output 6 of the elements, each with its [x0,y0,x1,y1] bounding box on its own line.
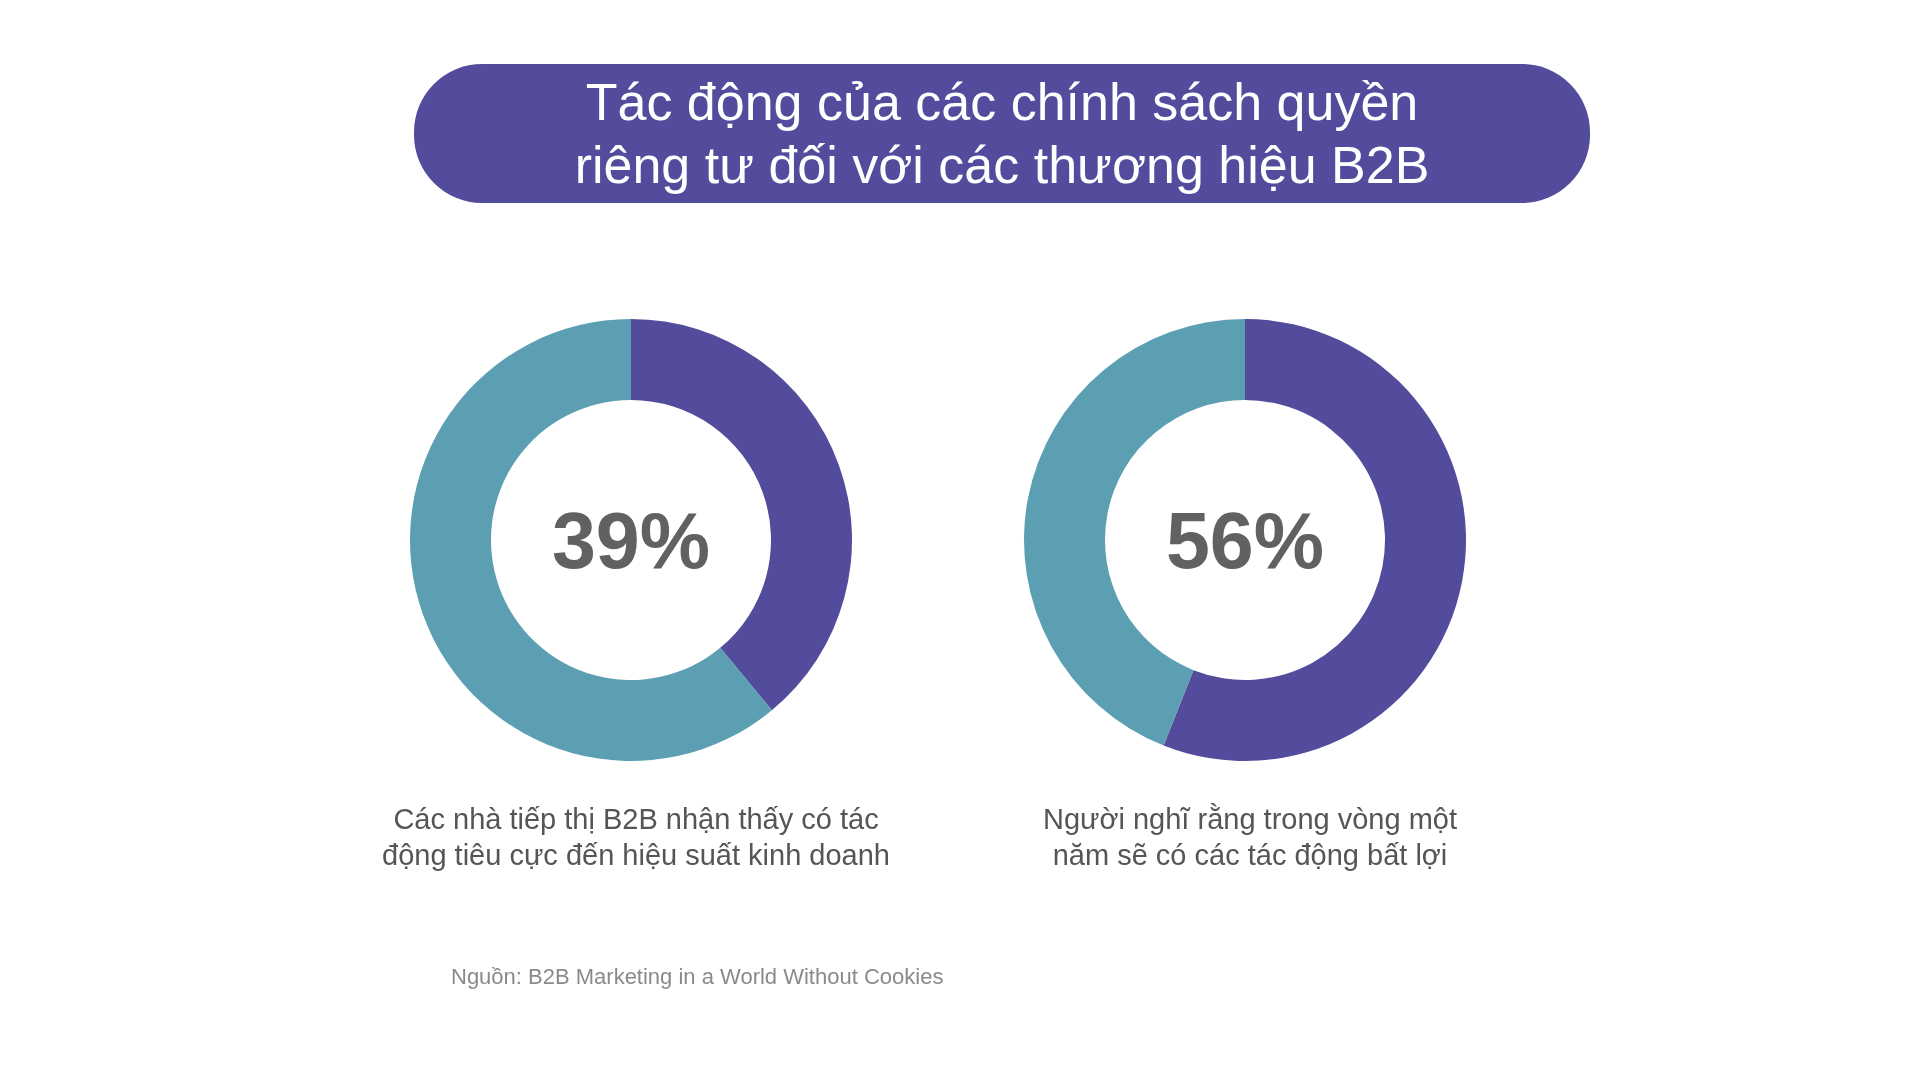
text: Tác động của các chính sách quyền riêng tư đối với các thương hiệu B2B [574,71,1430,196]
text: Người nghĩ rằng trong vòng một năm sẽ có các tác động bất lợi [1042,803,1458,871]
text: Nguồn: B2B Marketing in a World Without Cookies [451,963,944,991]
data-label: 56% [1165,495,1325,585]
text: Các nhà tiếp thị B2B nhận thấy có tác động tiêu cực đến hiệu suất kinh doanh [382,803,890,871]
data-label: 39% [551,495,711,585]
